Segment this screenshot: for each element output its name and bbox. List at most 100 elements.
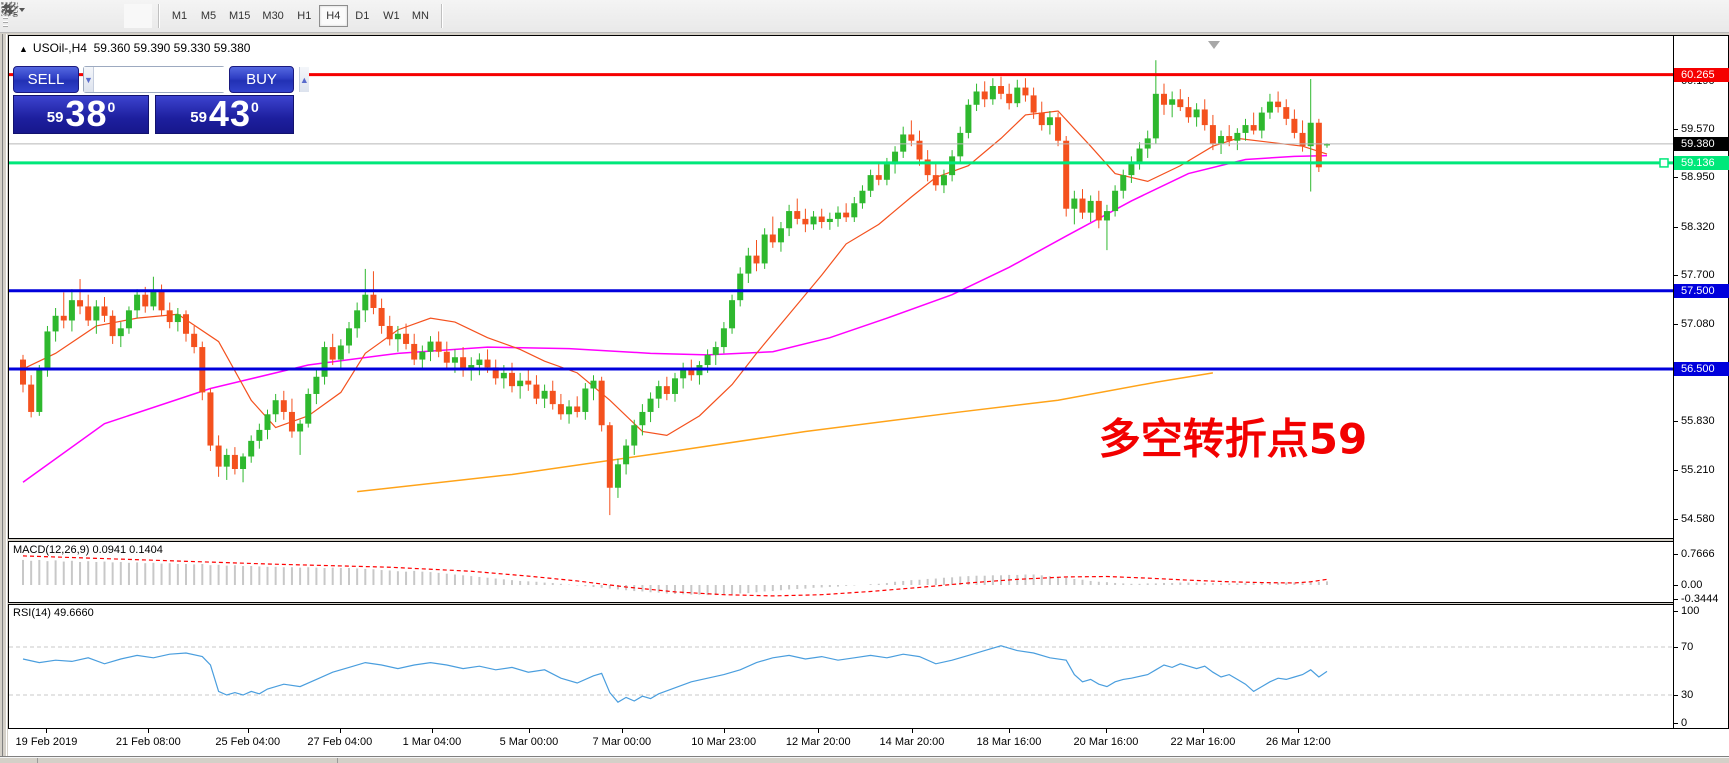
timeframe-button-w1[interactable]: W1 xyxy=(383,10,400,22)
date-axis-label: 5 Mar 00:00 xyxy=(499,736,559,748)
timeframe-button-d1[interactable]: D1 xyxy=(355,10,370,22)
candle-up xyxy=(93,306,100,321)
timeframe-button-m30[interactable]: M30 xyxy=(262,10,284,22)
candle-down xyxy=(509,372,515,387)
candle-up xyxy=(704,354,711,366)
candle-down xyxy=(403,333,410,344)
candle-up xyxy=(451,357,458,363)
candle-up xyxy=(248,440,255,457)
candle-up xyxy=(672,378,678,394)
date-axis-tick xyxy=(621,729,623,733)
candle-up xyxy=(777,228,784,243)
candle-up xyxy=(1169,99,1176,105)
svg-text:A: A xyxy=(4,2,13,17)
candle-up xyxy=(1071,198,1078,209)
candle-up xyxy=(394,333,401,340)
volume-decrease-button[interactable]: ▼ xyxy=(84,67,94,92)
timeframe-button-mn[interactable]: MN xyxy=(411,10,429,22)
candle-up xyxy=(835,212,841,219)
text-annotation-icon[interactable]: A xyxy=(4,2,96,28)
candle-down xyxy=(533,384,540,399)
candle-down xyxy=(1299,132,1306,147)
candle-down xyxy=(1030,95,1037,113)
candle-down xyxy=(525,380,532,385)
candle-up xyxy=(1136,148,1143,162)
candle-up xyxy=(134,294,141,311)
sell-price-small: 59 xyxy=(46,109,64,126)
candle-up xyxy=(590,380,597,389)
candle-up xyxy=(973,91,980,105)
rsi-axis-tick: 30 xyxy=(1674,689,1729,702)
candle-down xyxy=(606,425,613,488)
candle-up xyxy=(631,425,638,446)
candle-up xyxy=(1152,93,1159,139)
date-axis-label: 22 Mar 16:00 xyxy=(1170,736,1236,748)
candle-down xyxy=(598,380,605,426)
candle-up xyxy=(892,151,899,165)
date-axis-tick xyxy=(46,729,48,733)
buy-price-big: 43 xyxy=(208,93,251,134)
candle-up xyxy=(272,400,279,415)
price-badge-56.500: 56.500 xyxy=(1674,361,1729,376)
candle-down xyxy=(549,390,556,405)
candle-up xyxy=(337,345,344,360)
macd-panel[interactable]: MACD(12,26,9) 0.0941 0.1404 xyxy=(8,541,1674,603)
toolbar-separator xyxy=(440,4,442,28)
rsi-line xyxy=(22,645,1328,703)
candle-down xyxy=(794,211,801,219)
candle-down xyxy=(460,357,467,371)
candle-down xyxy=(843,212,850,218)
buy-price-sup: 0 xyxy=(250,99,259,115)
candle-down xyxy=(1079,198,1086,213)
price-axis-tick: 55.210 xyxy=(1674,464,1729,477)
timeframe-button-m5[interactable]: M5 xyxy=(200,10,217,22)
text-label-icon[interactable]: T xyxy=(1,2,124,28)
arrow-styles-icon[interactable] xyxy=(2,3,152,28)
main-chart-panel[interactable]: 多空转折点59 ▲ USOil-,H4 59.360 59.390 59.330 … xyxy=(8,35,1674,539)
candle-down xyxy=(1022,87,1029,96)
buy-price-display[interactable]: 59 43 0 xyxy=(155,95,294,134)
candle-up xyxy=(174,314,181,323)
candle-up xyxy=(1193,109,1200,118)
date-axis-tick xyxy=(818,729,820,733)
date-axis-label: 19 Feb 2019 xyxy=(15,736,78,748)
sell-price-big: 38 xyxy=(65,93,108,134)
timeframe-button-m1[interactable]: M1 xyxy=(171,10,188,22)
candle-up xyxy=(240,456,247,469)
macd-signal-line xyxy=(22,555,1328,597)
timeframe-button-h4[interactable]: H4 xyxy=(318,5,348,27)
macd-chart xyxy=(22,555,1328,597)
candle-down xyxy=(28,384,35,412)
candle-down xyxy=(557,404,564,415)
candle-up xyxy=(500,372,507,379)
candle-down xyxy=(932,175,939,186)
candle-down xyxy=(85,306,92,321)
candle-up xyxy=(957,132,964,157)
candle-down xyxy=(1209,125,1216,144)
symbol-collapse-icon[interactable]: ▲ xyxy=(19,44,28,54)
date-axis-tick xyxy=(528,729,530,733)
price-axis-tick: 57.700 xyxy=(1674,269,1729,282)
rsi-panel[interactable]: RSI(14) 49.6660 xyxy=(8,604,1674,729)
date-axis[interactable]: 19 Feb 2019 21 Feb 08:00 25 Feb 04:00 27 Fe… xyxy=(8,728,1729,757)
candle-down xyxy=(1185,107,1192,118)
ma-slow-line xyxy=(357,372,1214,493)
timeframe-button-h1[interactable]: H1 xyxy=(297,10,312,22)
buy-button[interactable]: BUY xyxy=(229,66,294,93)
sell-price-display[interactable]: 59 38 0 xyxy=(13,95,149,134)
candle-down xyxy=(1283,107,1290,119)
candle-down xyxy=(753,255,760,264)
candle-down xyxy=(280,400,287,412)
candle-up xyxy=(1087,200,1094,213)
volume-increase-button[interactable]: ▲ xyxy=(298,67,309,92)
candle-down xyxy=(981,91,988,100)
grid-fibo-icon[interactable]: F xyxy=(2,3,68,28)
sell-button[interactable]: SELL xyxy=(13,66,79,93)
candle-up xyxy=(720,328,727,348)
price-axis[interactable]: 60.19059.57058.95058.32057.70057.08056.4… xyxy=(1673,35,1729,729)
date-axis-tick xyxy=(911,729,913,733)
candle-up xyxy=(1266,101,1273,113)
candle-down xyxy=(370,294,377,308)
candle-up xyxy=(125,310,132,329)
timeframe-button-m15[interactable]: M15 xyxy=(229,10,251,22)
